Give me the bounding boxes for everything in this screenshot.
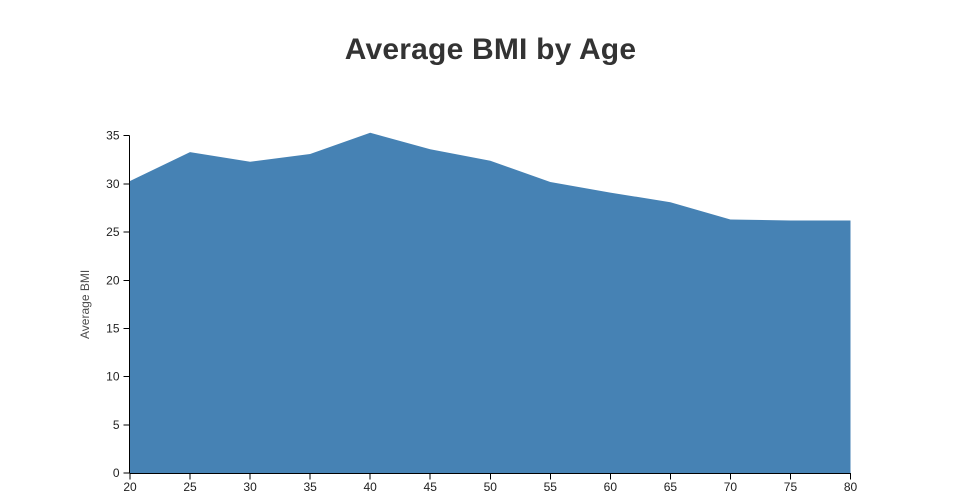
- x-tick-label: 35: [303, 480, 317, 494]
- x-tick-label: 55: [544, 480, 558, 494]
- x-tick-label: 30: [243, 480, 257, 494]
- x-tick-label: 75: [784, 480, 798, 494]
- x-tick-label: 40: [363, 480, 377, 494]
- y-tick-label: 30: [106, 177, 120, 191]
- x-tick-label: 65: [664, 480, 678, 494]
- chart-title: Average BMI by Age: [344, 33, 637, 66]
- y-tick-label: 0: [113, 466, 120, 480]
- y-tick-label: 20: [106, 273, 120, 287]
- x-tick-label: 80: [844, 480, 858, 494]
- y-tick-label: 35: [106, 129, 120, 143]
- x-tick-label: 60: [604, 480, 618, 494]
- y-tick-label: 25: [106, 225, 120, 239]
- x-tick-label: 50: [484, 480, 498, 494]
- y-axis-title: Average BMI: [78, 270, 92, 339]
- y-tick-label: 10: [106, 370, 120, 384]
- y-tick-label: 15: [106, 321, 120, 335]
- area-series: [130, 132, 851, 474]
- x-tick-label: 20: [123, 480, 137, 494]
- x-tick-label: 70: [724, 480, 738, 494]
- x-tick-label: 45: [424, 480, 438, 494]
- x-tick-label: 25: [183, 480, 197, 494]
- y-tick-label: 5: [113, 418, 120, 432]
